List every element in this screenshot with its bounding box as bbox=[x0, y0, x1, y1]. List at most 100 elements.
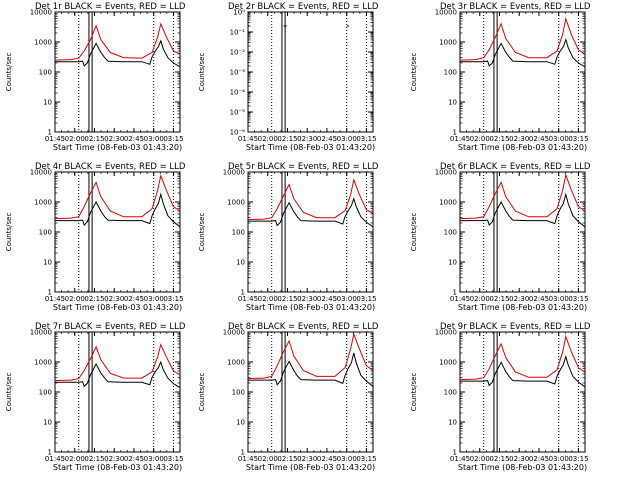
y-tick-label: 100 bbox=[444, 389, 457, 397]
panel-det-7: Det 7r BLACK = Events, RED = LLD Counts/s… bbox=[5, 322, 186, 472]
x-tick-label: 02:15 bbox=[489, 295, 509, 303]
x-tick-label: 03:00 bbox=[549, 135, 569, 143]
y-tick-label: 1000 bbox=[227, 359, 245, 367]
x-tick-label: 02:45 bbox=[529, 455, 549, 463]
x-tick-label: 02:00 bbox=[470, 455, 490, 463]
y-tick-label: 1 bbox=[48, 289, 52, 297]
lld-series-line bbox=[459, 16, 586, 61]
panel-title: Det 9r BLACK = Events, RED = LLD bbox=[440, 322, 591, 332]
x-tick-label: 02:15 bbox=[84, 455, 104, 463]
y-tick-label: 10 bbox=[448, 259, 457, 267]
panel-det-9: Det 9r BLACK = Events, RED = LLD Counts/s… bbox=[410, 322, 591, 472]
x-tick-label: 03:15 bbox=[163, 295, 183, 303]
panel-det-8: Det 8r BLACK = Events, RED = LLD Counts/s… bbox=[198, 322, 379, 472]
x-tick-label: 02:15 bbox=[277, 455, 297, 463]
x-axis-label: Start Time (08-Feb-03 01:43:20) bbox=[246, 303, 375, 312]
y-tick-label: 100 bbox=[444, 229, 457, 237]
y-axis-label: Counts/sec bbox=[5, 373, 13, 412]
x-tick-label: 02:30 bbox=[104, 295, 124, 303]
y-axis-label: Counts/sec bbox=[5, 53, 13, 92]
x-tick-label: 02:15 bbox=[84, 295, 104, 303]
events-series-line bbox=[55, 360, 181, 389]
y-tick-label: 10 bbox=[236, 259, 245, 267]
y-tick-label: 1 bbox=[453, 289, 457, 297]
lld-series-line bbox=[459, 334, 586, 381]
x-tick-label: 02:15 bbox=[489, 135, 509, 143]
y-axis-label: Counts/sec bbox=[410, 213, 418, 252]
x-axis-label: Start Time (08-Feb-03 01:43:20) bbox=[458, 143, 587, 152]
y-tick-label: 10 bbox=[236, 419, 245, 427]
y-axis-label: Counts/sec bbox=[198, 53, 206, 92]
x-tick-label: 02:30 bbox=[297, 455, 317, 463]
panel-det-2: Det 2r BLACK = Events, RED = LLD Counts/s… bbox=[198, 2, 379, 152]
x-tick-label: 02:30 bbox=[104, 135, 124, 143]
panel-title: Det 6r BLACK = Events, RED = LLD bbox=[440, 162, 591, 172]
x-tick-label: 03:00 bbox=[144, 295, 164, 303]
y-tick-label: 10 bbox=[448, 99, 457, 107]
panel-title: Det 2r BLACK = Events, RED = LLD bbox=[228, 2, 379, 12]
x-axis-label: Start Time (08-Feb-03 01:43:20) bbox=[246, 463, 375, 472]
x-tick-label: 02:00 bbox=[470, 295, 490, 303]
y-tick-label: 100 bbox=[39, 229, 52, 237]
panel-title: Det 5r BLACK = Events, RED = LLD bbox=[228, 162, 379, 172]
panel-det-3: Det 3r BLACK = Events, RED = LLD Counts/s… bbox=[410, 2, 591, 152]
y-tick-label: 10000 bbox=[435, 329, 457, 337]
x-tick-label: 02:45 bbox=[124, 455, 144, 463]
x-tick-label: 02:00 bbox=[65, 295, 85, 303]
x-tick-label: 02:30 bbox=[509, 455, 529, 463]
y-tick-label: 10⁻¹ bbox=[230, 29, 246, 37]
x-axis-label: Start Time (08-Feb-03 01:43:20) bbox=[53, 143, 182, 152]
y-tick-label: 10000 bbox=[30, 169, 52, 177]
plot-frame bbox=[459, 331, 586, 453]
x-tick-label: 01:45 bbox=[45, 455, 65, 463]
x-axis-label: Start Time (08-Feb-03 01:43:20) bbox=[458, 463, 587, 472]
y-tick-label: 10 bbox=[43, 419, 52, 427]
x-tick-label: 01:45 bbox=[238, 295, 258, 303]
x-axis-label: Start Time (08-Feb-03 01:43:20) bbox=[458, 303, 587, 312]
y-tick-label: 10⁻² bbox=[230, 49, 246, 57]
y-tick-label: 10⁰ bbox=[233, 9, 245, 17]
events-series-line bbox=[460, 192, 586, 228]
y-tick-label: 1000 bbox=[227, 199, 245, 207]
plot-frame bbox=[54, 331, 181, 453]
x-tick-label: 02:30 bbox=[509, 295, 529, 303]
x-tick-label: 02:30 bbox=[509, 135, 529, 143]
y-tick-label: 1000 bbox=[439, 359, 457, 367]
panel-title: Det 3r BLACK = Events, RED = LLD bbox=[440, 2, 591, 12]
x-tick-label: 01:45 bbox=[450, 135, 470, 143]
x-tick-label: 03:00 bbox=[144, 135, 164, 143]
plot-frame bbox=[247, 11, 374, 133]
lld-series-line bbox=[54, 343, 181, 382]
plot-frame bbox=[459, 171, 586, 293]
x-tick-label: 01:45 bbox=[45, 135, 65, 143]
y-tick-label: 10⁻⁶ bbox=[230, 129, 246, 137]
y-tick-label: 100 bbox=[444, 69, 457, 77]
x-tick-label: 03:15 bbox=[568, 455, 588, 463]
x-tick-label: 02:45 bbox=[529, 295, 549, 303]
x-tick-label: 02:15 bbox=[84, 135, 104, 143]
y-axis-label: Counts/sec bbox=[198, 373, 206, 412]
x-tick-label: 01:45 bbox=[450, 295, 470, 303]
y-tick-label: 100 bbox=[39, 69, 52, 77]
y-tick-label: 1 bbox=[453, 449, 457, 457]
y-tick-label: 1000 bbox=[439, 199, 457, 207]
y-tick-label: 1000 bbox=[34, 199, 52, 207]
y-tick-label: 10 bbox=[448, 419, 457, 427]
x-tick-label: 03:00 bbox=[337, 295, 357, 303]
panel-det-5: Det 5r BLACK = Events, RED = LLD Counts/s… bbox=[198, 162, 379, 312]
x-tick-label: 01:45 bbox=[45, 295, 65, 303]
y-axis-label: Counts/sec bbox=[410, 53, 418, 92]
x-tick-label: 01:45 bbox=[238, 135, 258, 143]
y-axis-label: Counts/sec bbox=[5, 213, 13, 252]
y-tick-label: 10⁻⁵ bbox=[230, 109, 246, 117]
y-tick-label: 1000 bbox=[439, 39, 457, 47]
x-tick-label: 02:45 bbox=[124, 135, 144, 143]
x-tick-label: 03:00 bbox=[337, 455, 357, 463]
x-axis-label: Start Time (08-Feb-03 01:43:20) bbox=[53, 303, 182, 312]
x-axis-label: Start Time (08-Feb-03 01:43:20) bbox=[246, 143, 375, 152]
y-tick-label: 10⁻⁴ bbox=[230, 89, 246, 97]
lld-series-line bbox=[247, 178, 374, 221]
plot-frame bbox=[247, 171, 374, 293]
x-tick-label: 02:00 bbox=[258, 295, 278, 303]
